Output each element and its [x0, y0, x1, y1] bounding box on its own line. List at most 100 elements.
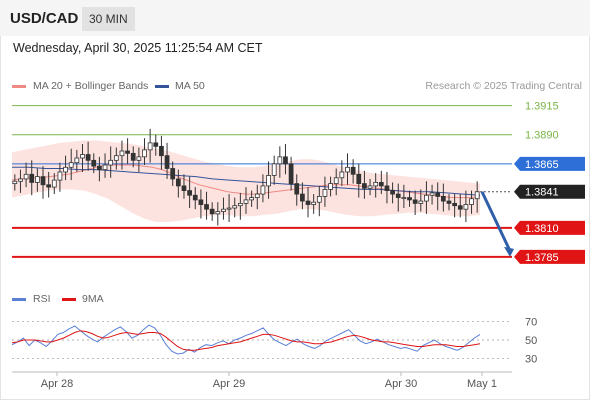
candle-body [29, 173, 35, 183]
rsi-line [11, 324, 481, 355]
rsi-tick-label: 70 [525, 316, 537, 328]
candle-body [153, 142, 159, 147]
candle-body [23, 173, 29, 180]
candle-body [85, 154, 91, 161]
candle-body [192, 194, 198, 201]
candle-body [108, 159, 114, 166]
candle-body [378, 182, 384, 187]
candle-body [221, 208, 226, 212]
candle-body [46, 184, 52, 188]
candle-body [57, 171, 63, 181]
candle-body [367, 185, 373, 189]
symbol-title: USD/CAD [10, 10, 79, 27]
candle-body [440, 195, 446, 202]
candle-body [91, 159, 97, 167]
candle-body [254, 193, 260, 198]
candle-body [407, 197, 412, 201]
candle-body [136, 156, 142, 161]
candle-body [18, 178, 23, 182]
level-label-1.3915: 1.3915 [525, 101, 559, 113]
candle-body [164, 155, 170, 169]
timeframe-button[interactable]: 30 MIN [82, 7, 135, 31]
candle-body [130, 152, 136, 161]
candle-body [74, 157, 80, 164]
candle-body [181, 185, 187, 191]
candle-body [373, 182, 379, 187]
candle-body [204, 204, 209, 210]
candle-body [401, 197, 407, 199]
candle-body [243, 199, 249, 204]
candle-body [424, 194, 429, 202]
candle-body [457, 205, 463, 210]
candle-body [147, 142, 153, 151]
ma50-legend-label: MA 50 [175, 80, 205, 92]
candle-body [159, 145, 164, 157]
ma9-legend-swatch [62, 298, 76, 301]
candle-body [68, 162, 74, 168]
candle-body [356, 173, 362, 184]
candle-body [249, 197, 255, 201]
candle-body [271, 163, 277, 176]
candle-body [429, 192, 435, 196]
candle-body [322, 189, 328, 197]
candle-body [474, 191, 480, 200]
x-tick-label: Apr 30 [385, 378, 417, 390]
candle-body [51, 179, 57, 188]
forecast-arrow-head [504, 246, 514, 257]
candle-body [311, 201, 317, 205]
level-label-1.3890: 1.3890 [525, 130, 559, 142]
candle-body [113, 155, 119, 161]
candle-body [260, 185, 266, 195]
rsi-tick-label: 50 [525, 335, 537, 347]
candle-body [390, 190, 395, 195]
candle-body [119, 150, 125, 157]
candle-body [283, 156, 288, 165]
ma9-legend-label: 9MA [82, 293, 104, 305]
level-label-1.3785: 1.3785 [525, 252, 559, 264]
ma20-legend-swatch [12, 85, 26, 88]
candle-body [102, 164, 108, 171]
header-bar: USD/CAD 30 MIN [0, 0, 590, 36]
ma50-legend-swatch [155, 85, 169, 88]
level-label-1.3841: 1.3841 [525, 187, 559, 199]
candle-body [362, 183, 367, 189]
candle-body [40, 176, 46, 186]
candle-body [300, 193, 305, 202]
candle-body [305, 200, 311, 205]
candle-body [339, 171, 345, 179]
candle-body [187, 190, 192, 196]
ma50-line [12, 166, 481, 196]
level-tag-1.3865 [514, 156, 585, 171]
candle-body [463, 204, 469, 210]
candle-body [350, 166, 356, 175]
credit-label: Research © 2025 Trading Central [425, 80, 582, 92]
level-label-1.3865: 1.3865 [525, 159, 559, 171]
rsi-tick-label: 30 [525, 354, 537, 366]
x-tick-label: Apr 29 [213, 378, 245, 390]
rsi-legend-swatch [12, 298, 26, 301]
rsi-ma9-line [11, 330, 481, 351]
level-tag-1.3785 [514, 249, 585, 264]
candle-body [266, 175, 271, 187]
candle-body [237, 202, 243, 207]
level-label-1.3810: 1.3810 [525, 223, 559, 235]
candle-body [345, 166, 350, 173]
candle-body [215, 211, 221, 215]
candle-body [198, 199, 204, 205]
rsi-legend-label: RSI [33, 293, 51, 305]
candle-body [294, 183, 300, 195]
level-tag-1.3841 [514, 184, 585, 199]
candle-body [12, 180, 18, 184]
candle-body [142, 149, 147, 158]
x-tick-label: May 1 [467, 378, 497, 390]
candle-body [288, 163, 294, 184]
candle-body [384, 185, 390, 191]
candle-body [435, 192, 441, 197]
candle-body [316, 195, 322, 203]
candle-body [226, 207, 232, 210]
x-tick-label: Apr 28 [41, 378, 73, 390]
candle-body [209, 208, 215, 215]
candle-body [97, 165, 102, 171]
candle-body [125, 150, 130, 154]
ma20-legend-label: MA 20 + Bollinger Bands [33, 80, 149, 92]
